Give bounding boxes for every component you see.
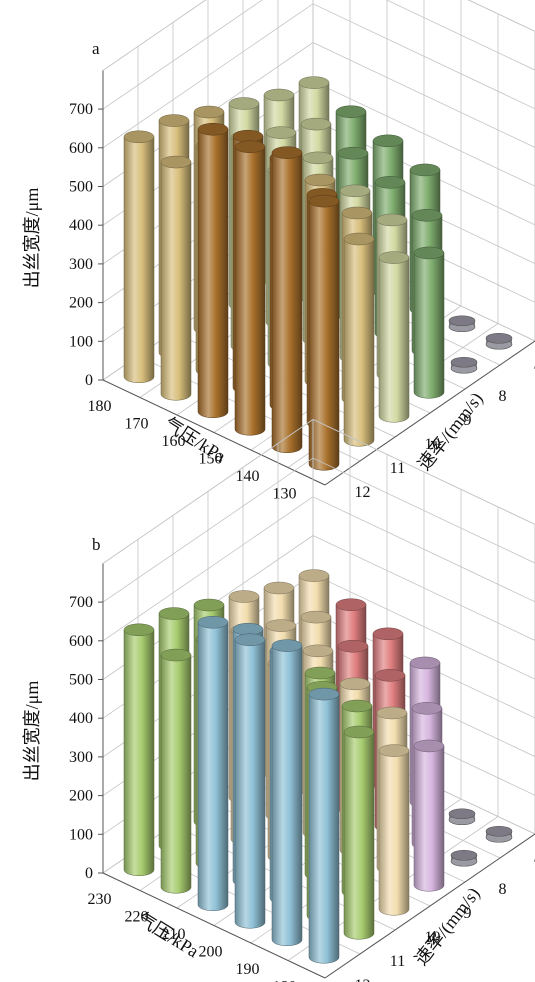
bar: [197, 122, 229, 418]
bar: [123, 130, 155, 383]
bar: [343, 232, 375, 447]
pressure-tick-label: 160: [162, 433, 186, 450]
z-tick-label: 200: [69, 295, 93, 312]
panel-a-bars: [123, 76, 513, 471]
z-tick-label: 400: [69, 710, 93, 727]
bar: [308, 687, 340, 964]
pressure-tick-label: 150: [199, 450, 223, 467]
pressure-tick-label: 230: [88, 891, 112, 908]
bar: [378, 251, 410, 423]
z-tick-label: 700: [69, 594, 93, 611]
bar: [343, 725, 375, 940]
pressure-tick-label: 180: [88, 398, 112, 415]
panel-b-zlabel: 出丝宽度/μm: [22, 681, 42, 782]
z-tick-label: 700: [69, 101, 93, 118]
panel-b-ticks: 0 100 200 300 400 500 600 700 230 220 210 200 190 180…: [69, 594, 535, 982]
bar: [234, 140, 266, 436]
speed-tick-label: 11: [390, 460, 405, 477]
panel-a-ticks: 0 100 200 300 400 500 600 700 180 170 160 150 140 130…: [69, 101, 535, 502]
panel-b: b 0 100 200 300 400 500 600 700 230 220 210 200 190 1…: [22, 419, 535, 982]
panel-b-label: b: [92, 535, 101, 554]
panel-b-xlabel: 气压/kPa: [134, 908, 202, 961]
z-tick-label: 300: [69, 256, 93, 273]
pressure-tick-label: 180: [273, 978, 297, 982]
bar: [378, 744, 410, 916]
z-tick-label: 500: [69, 179, 93, 196]
bar: [448, 315, 476, 333]
bar: [308, 194, 340, 471]
bar: [271, 639, 303, 946]
z-tick-label: 600: [69, 140, 93, 157]
speed-tick-label: 7: [534, 364, 535, 381]
bar: [413, 246, 445, 399]
z-tick-label: 400: [69, 217, 93, 234]
pressure-tick-label: 220: [125, 908, 149, 925]
panel-b-ylabel: 速率/(mm/s): [411, 884, 485, 970]
panel-a-zlabel: 出丝宽度/μm: [22, 188, 42, 289]
pressure-tick-label: 170: [125, 415, 149, 432]
panel-a-ylabel: 速率/(mm/s): [414, 389, 488, 475]
bar: [450, 849, 478, 867]
speed-tick-label: 8: [499, 881, 507, 898]
bar: [234, 633, 266, 929]
bar: [197, 615, 229, 911]
pressure-tick-label: 210: [162, 926, 186, 943]
speed-tick-label: 10: [425, 929, 441, 946]
speed-tick-label: 9: [464, 412, 472, 429]
bar: [485, 332, 513, 350]
speed-tick-label: 12: [355, 484, 371, 501]
speed-tick-label: 7: [534, 857, 535, 874]
speed-tick-label: 8: [499, 388, 507, 405]
pressure-tick-label: 140: [236, 468, 260, 485]
bar: [450, 356, 478, 374]
z-tick-label: 600: [69, 633, 93, 650]
bar: [448, 808, 476, 826]
bar: [485, 825, 513, 843]
z-tick-label: 100: [69, 826, 93, 843]
pressure-tick-label: 200: [199, 943, 223, 960]
bar: [160, 648, 192, 894]
z-tick-label: 500: [69, 672, 93, 689]
panel-a-label: a: [92, 39, 100, 58]
pressure-tick-label: 190: [236, 961, 260, 978]
bar: [413, 739, 445, 892]
z-tick-label: 100: [69, 333, 93, 350]
panel-b-bars: [123, 569, 513, 964]
pressure-tick-label: 130: [273, 485, 297, 502]
z-tick-label: 0: [85, 865, 93, 882]
speed-tick-label: 11: [390, 953, 405, 970]
speed-tick-label: 9: [464, 905, 472, 922]
speed-tick-label: 12: [355, 977, 371, 982]
z-tick-label: 300: [69, 749, 93, 766]
bar: [271, 146, 303, 453]
panel-a: a 0 100 200 300 400 500 600 700 180 170 160 150 140 1…: [22, 0, 535, 502]
z-tick-label: 0: [85, 372, 93, 389]
speed-tick-label: 10: [425, 436, 441, 453]
bar: [160, 155, 192, 401]
bar: [123, 623, 155, 876]
z-tick-label: 200: [69, 788, 93, 805]
